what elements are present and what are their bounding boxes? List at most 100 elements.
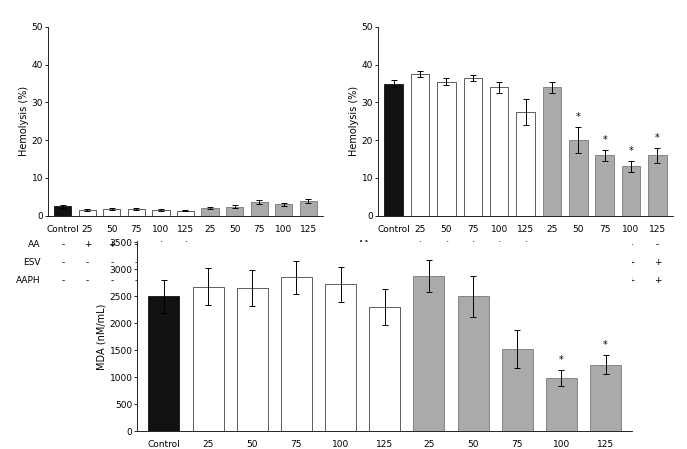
Text: -: - <box>208 240 212 249</box>
Text: -: - <box>418 258 422 267</box>
Text: +: + <box>601 258 609 267</box>
Text: 50: 50 <box>467 440 479 449</box>
Text: +: + <box>574 276 582 285</box>
Text: +: + <box>601 276 609 285</box>
Text: -: - <box>86 276 89 285</box>
Text: -: - <box>159 258 163 267</box>
Text: +: + <box>206 258 214 267</box>
Text: AAPH: AAPH <box>16 276 41 285</box>
Text: +: + <box>548 276 556 285</box>
Text: -: - <box>258 276 261 285</box>
Text: -: - <box>524 258 527 267</box>
Text: 125: 125 <box>376 440 393 449</box>
Text: AA: AA <box>357 240 370 249</box>
Bar <box>281 277 312 431</box>
Text: 100: 100 <box>491 225 508 234</box>
Text: -: - <box>159 276 163 285</box>
Text: +: + <box>304 258 312 267</box>
Text: -: - <box>61 240 65 249</box>
Text: 50: 50 <box>247 440 258 449</box>
Text: -: - <box>444 258 448 267</box>
Text: -: - <box>184 258 187 267</box>
Bar <box>251 202 268 216</box>
Bar <box>490 87 508 216</box>
Text: 50: 50 <box>229 225 240 234</box>
Text: 100: 100 <box>153 225 170 234</box>
Text: +: + <box>574 258 582 267</box>
Text: +: + <box>654 258 661 267</box>
Text: 125: 125 <box>177 225 194 234</box>
Text: +: + <box>442 240 450 249</box>
Bar <box>569 140 587 216</box>
Text: ESV: ESV <box>352 258 370 267</box>
Text: +: + <box>280 258 287 267</box>
Y-axis label: Hemolysis (%): Hemolysis (%) <box>19 86 29 156</box>
Text: +: + <box>416 276 424 285</box>
Text: 75: 75 <box>254 225 265 234</box>
Bar <box>414 276 444 431</box>
Text: -: - <box>392 240 395 249</box>
Bar <box>148 296 179 431</box>
Text: -: - <box>471 258 475 267</box>
Text: 75: 75 <box>131 225 142 234</box>
Bar <box>54 206 71 216</box>
Bar <box>275 204 292 216</box>
Text: +: + <box>469 276 477 285</box>
Text: 100: 100 <box>553 440 570 449</box>
Bar <box>79 210 96 216</box>
Text: -: - <box>233 240 236 249</box>
Bar <box>458 296 488 431</box>
Text: -: - <box>497 258 501 267</box>
Y-axis label: MDA (nM/mL): MDA (nM/mL) <box>97 304 106 370</box>
Bar <box>153 210 170 216</box>
Text: +: + <box>548 258 556 267</box>
Text: +: + <box>416 240 424 249</box>
Text: -: - <box>61 276 65 285</box>
Text: -: - <box>306 240 310 249</box>
Text: 50: 50 <box>106 225 117 234</box>
Text: 25: 25 <box>414 225 426 234</box>
Text: 25: 25 <box>423 440 435 449</box>
Bar <box>103 209 120 216</box>
Text: *: * <box>629 146 633 156</box>
Text: -: - <box>135 258 138 267</box>
Text: +: + <box>231 258 238 267</box>
Y-axis label: Hemolysis (%): Hemolysis (%) <box>349 86 359 156</box>
Text: -: - <box>576 240 580 249</box>
Text: +: + <box>654 276 661 285</box>
Text: 75: 75 <box>511 440 523 449</box>
Text: ESV: ESV <box>23 258 41 267</box>
Bar <box>192 286 223 431</box>
Text: +: + <box>108 240 115 249</box>
Text: 100: 100 <box>622 225 640 234</box>
Text: 100: 100 <box>332 440 349 449</box>
Bar <box>128 209 145 216</box>
Text: -: - <box>110 258 113 267</box>
Bar <box>237 288 268 431</box>
Text: 75: 75 <box>599 225 611 234</box>
Bar <box>649 155 666 216</box>
Text: Control: Control <box>47 225 79 234</box>
Bar <box>543 87 561 216</box>
Bar <box>411 74 429 216</box>
Bar <box>546 378 577 431</box>
Text: +: + <box>627 276 635 285</box>
Text: 25: 25 <box>82 225 93 234</box>
Bar <box>177 211 194 216</box>
Text: +: + <box>84 240 91 249</box>
Bar <box>300 201 317 216</box>
Text: -: - <box>135 276 138 285</box>
Text: *: * <box>603 340 608 350</box>
Bar <box>502 349 532 431</box>
Bar <box>385 84 403 216</box>
Text: 125: 125 <box>517 225 534 234</box>
Text: 25: 25 <box>546 225 558 234</box>
Text: +: + <box>182 240 189 249</box>
Text: 50: 50 <box>572 225 584 234</box>
Text: Control: Control <box>148 440 180 449</box>
Text: *: * <box>655 133 660 143</box>
Text: -: - <box>282 240 285 249</box>
Text: 25: 25 <box>204 225 216 234</box>
Text: 100: 100 <box>275 225 292 234</box>
Text: 25: 25 <box>203 440 214 449</box>
